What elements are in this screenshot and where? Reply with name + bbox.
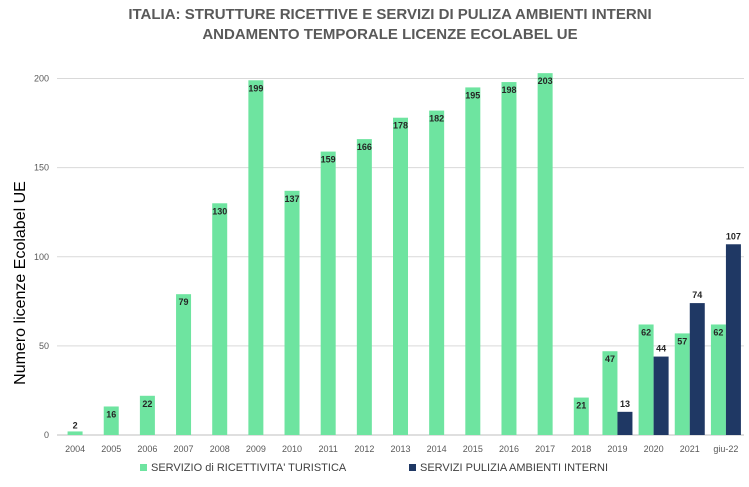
- bar-ricettivita: [176, 294, 192, 435]
- bar-ricettivita: [501, 82, 517, 435]
- data-label-ricettivita: 203: [538, 76, 553, 86]
- chart-title-line1: ITALIA: STRUTTURE RICETTIVE E SERVIZI DI…: [128, 6, 651, 23]
- x-tick-label: 2013: [390, 444, 410, 454]
- data-label-ricettivita: 22: [142, 399, 152, 409]
- bar-ricettivita: [212, 203, 228, 435]
- legend-swatch: [140, 464, 147, 471]
- data-label-ricettivita: 57: [677, 336, 687, 346]
- y-axis-title: Numero licenze Ecolabel UE: [12, 181, 29, 385]
- data-label-ricettivita: 178: [393, 121, 408, 131]
- x-tick-label: 2008: [210, 444, 230, 454]
- y-tick-label: 0: [44, 430, 49, 440]
- y-axis-ticks: 0 50 100 150 200: [34, 74, 49, 441]
- bar-ricettivita: [320, 151, 336, 435]
- bar-ricettivita: [103, 406, 119, 435]
- data-label-ricettivita: 195: [465, 90, 480, 100]
- x-tick-label: 2020: [644, 444, 664, 454]
- data-label-ricettivita: 62: [641, 327, 651, 337]
- x-tick-label: 2011: [319, 444, 338, 454]
- bar-ricettivita: [674, 333, 690, 435]
- data-label-ricettivita: 16: [106, 409, 116, 419]
- x-tick-label: 2019: [607, 444, 627, 454]
- data-label-ricettivita: 137: [285, 194, 300, 204]
- y-tick-label: 100: [34, 252, 49, 262]
- data-label-pulizia: 107: [726, 231, 741, 241]
- x-tick-label: 2012: [354, 444, 374, 454]
- x-tick-label: 2005: [101, 444, 121, 454]
- bar-pulizia: [725, 244, 741, 435]
- bar-ricettivita: [710, 324, 726, 435]
- data-label-ricettivita: 130: [212, 206, 227, 216]
- bar-ricettivita: [537, 73, 553, 435]
- x-tick-label: 2009: [246, 444, 266, 454]
- data-label-pulizia: 44: [656, 344, 666, 354]
- data-label-ricettivita: 21: [576, 401, 586, 411]
- x-tick-label: 2018: [571, 444, 591, 454]
- data-label-ricettivita: 79: [179, 297, 189, 307]
- y-tick-label: 50: [39, 341, 49, 351]
- bar-ricettivita: [248, 80, 264, 435]
- legend-label: SERVIZIO di RICETTIVITA' TURISTICA: [151, 462, 347, 474]
- x-tick-label: 2014: [427, 444, 447, 454]
- x-axis-labels: 2004 2005 2006 2007 2008 2009 2010 2011 2012 2013…: [65, 444, 738, 454]
- data-label-ricettivita: 182: [429, 114, 444, 124]
- bar-pulizia: [617, 411, 633, 435]
- x-tick-label: giu-22: [713, 444, 738, 454]
- x-tick-label: 2007: [174, 444, 194, 454]
- bar-ricettivita: [429, 110, 445, 436]
- x-tick-label: 2015: [463, 444, 483, 454]
- data-label-ricettivita: 47: [605, 354, 615, 364]
- bar-pulizia: [689, 303, 705, 435]
- x-tick-label: 2021: [680, 444, 700, 454]
- data-label-ricettivita: 62: [713, 327, 723, 337]
- data-label-ricettivita: 198: [501, 85, 516, 95]
- bar-ricettivita: [602, 351, 618, 435]
- data-label-pulizia: 13: [620, 399, 630, 409]
- x-tick-label: 2010: [282, 444, 302, 454]
- bar-ricettivita: [284, 190, 300, 435]
- x-tick-label: 2004: [65, 444, 85, 454]
- bar-ricettivita: [573, 397, 589, 435]
- data-label-pulizia: 74: [692, 290, 702, 300]
- bars: 2 16 22 79 130 199 137 159 166 178 182 195 198 203 21 4…: [67, 73, 741, 436]
- x-tick-label: 2017: [535, 444, 555, 454]
- bar-pulizia: [653, 356, 669, 435]
- data-label-ricettivita: 159: [321, 155, 336, 165]
- bar-ricettivita: [67, 431, 83, 435]
- bar-ricettivita: [638, 324, 654, 435]
- chart-title-line2: ANDAMENTO TEMPORALE LICENZE ECOLABEL UE: [202, 26, 577, 43]
- y-tick-label: 150: [34, 163, 49, 173]
- legend-swatch: [409, 464, 416, 471]
- data-label-ricettivita: 166: [357, 142, 372, 152]
- x-tick-label: 2016: [499, 444, 519, 454]
- bar-ricettivita: [139, 395, 155, 435]
- bar-ricettivita: [393, 117, 408, 435]
- bar-ricettivita: [356, 139, 372, 436]
- bar-ricettivita: [465, 87, 481, 435]
- y-tick-label: 200: [34, 74, 49, 84]
- data-label-ricettivita: 199: [248, 83, 263, 93]
- data-label-ricettivita: 2: [73, 420, 78, 430]
- legend: SERVIZIO di RICETTIVITA' TURISTICA SERVIZ…: [140, 462, 608, 474]
- legend-label: SERVIZI PULIZIA AMBIENTI INTERNI: [420, 462, 608, 474]
- x-tick-label: 2006: [137, 444, 157, 454]
